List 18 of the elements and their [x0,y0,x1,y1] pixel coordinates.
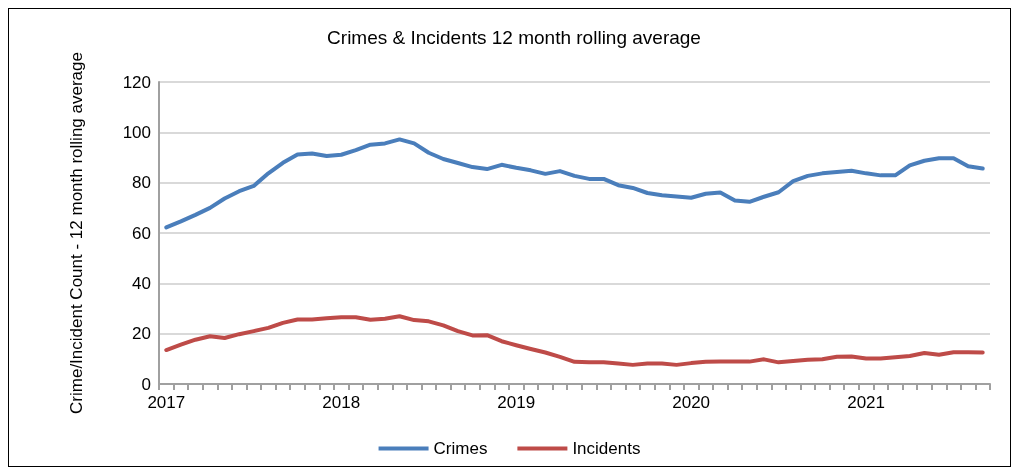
line-series [164,137,985,230]
y-axis-title: Crime/Incident Count - 12 month rolling average [66,52,86,414]
legend-label: Crimes [433,439,488,458]
x-tick-label: 2019 [497,393,536,412]
x-tick-label: 2021 [847,393,885,412]
x-tick-label: 2020 [672,393,711,412]
line-series [164,314,985,367]
x-tick-label: 2017 [147,393,186,412]
y-tick-label: 80 [132,173,151,193]
y-tick-label: 100 [122,122,151,142]
y-tick-label: 120 [122,72,151,92]
y-tick-label: 20 [132,324,151,344]
x-tick-label: 2018 [322,393,361,412]
chart-title: Crimes & Incidents 12 month rolling average [327,27,701,48]
y-tick-label: 60 [132,223,151,243]
y-tick-label: 0 [141,374,151,394]
y-tick-label: 40 [132,273,151,293]
legend-label: Incidents [572,439,641,458]
